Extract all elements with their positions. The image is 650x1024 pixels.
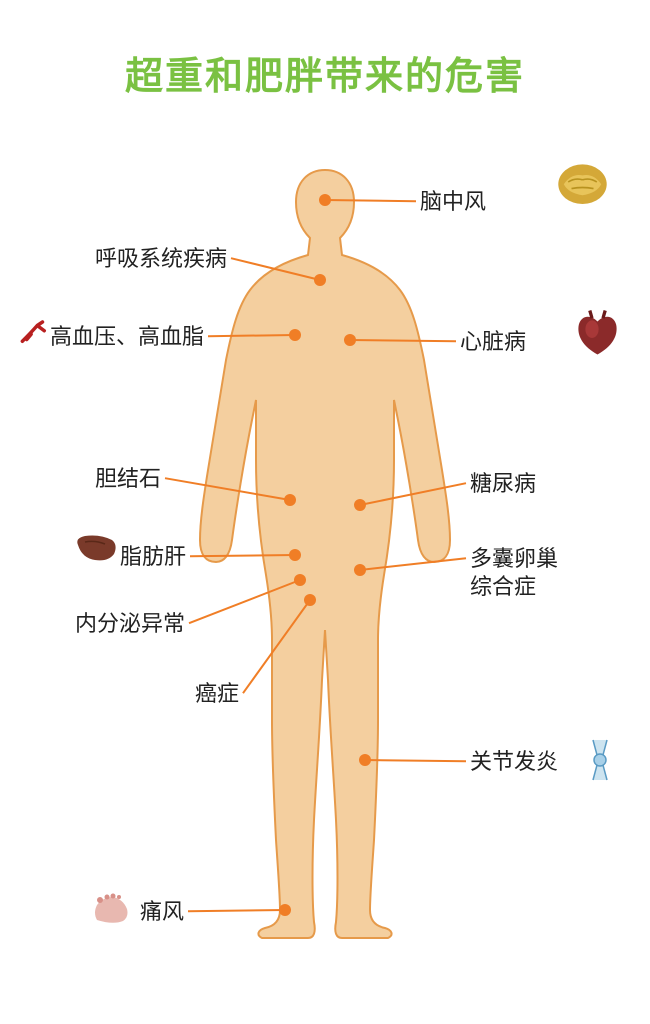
- label-gallstone: 胆结石: [95, 465, 161, 493]
- dot-gout: [279, 904, 291, 916]
- label-heart: 心脏病: [460, 328, 526, 356]
- dot-fatty-liver: [289, 549, 301, 561]
- dot-gallstone: [284, 494, 296, 506]
- dot-pcos: [354, 564, 366, 576]
- brain-icon: [555, 160, 610, 215]
- dot-arthritis: [359, 754, 371, 766]
- dot-hypertension: [289, 329, 301, 341]
- dot-cancer: [304, 594, 316, 606]
- foot-icon: [85, 885, 135, 930]
- label-fatty-liver: 脂肪肝: [120, 543, 186, 571]
- label-diabetes: 糖尿病: [470, 470, 536, 498]
- label-respiratory: 呼吸系统疾病: [95, 245, 227, 273]
- dot-endocrine: [294, 574, 306, 586]
- label-endocrine: 内分泌异常: [75, 610, 185, 638]
- label-stroke: 脑中风: [420, 188, 486, 216]
- joint-icon: [575, 735, 625, 785]
- blood-vessel-icon: [18, 315, 53, 350]
- dot-diabetes: [354, 499, 366, 511]
- dot-heart: [344, 334, 356, 346]
- heart-icon: [570, 305, 625, 360]
- label-hypertension: 高血压、高血脂: [50, 323, 204, 351]
- label-pcos: 多囊卵巢 综合症: [470, 545, 558, 600]
- liver-icon: [70, 530, 120, 570]
- page-title: 超重和肥胖带来的危害: [0, 45, 650, 100]
- label-arthritis: 关节发炎: [470, 748, 558, 776]
- label-cancer: 癌症: [195, 680, 239, 708]
- dot-stroke: [319, 194, 331, 206]
- label-gout: 痛风: [140, 898, 184, 926]
- dot-respiratory: [314, 274, 326, 286]
